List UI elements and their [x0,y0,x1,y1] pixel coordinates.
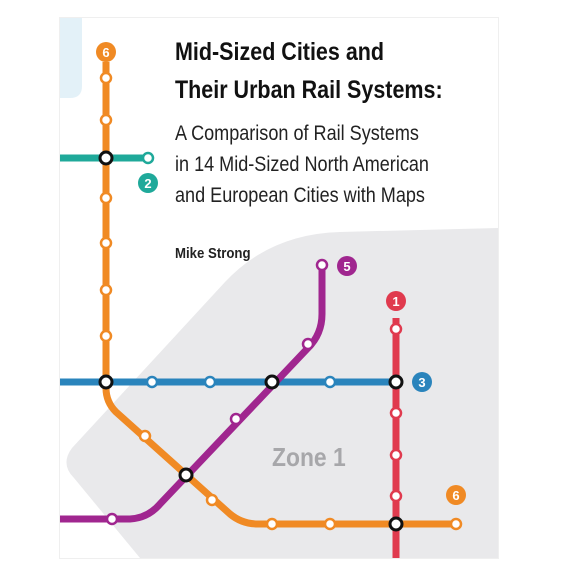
interchange-station [264,374,280,390]
title-line-2: Their Urban Rail Systems: [175,76,443,104]
station [203,375,217,389]
line-badge-5: 5 [337,256,357,276]
line-6-track [102,62,456,528]
svg-text:6: 6 [102,45,109,60]
interchange-station [388,516,404,532]
station [229,412,243,426]
station [99,71,113,85]
interchange-station [178,467,194,483]
station [389,448,403,462]
interchange-station [388,374,404,390]
line-badge-1: 1 [386,291,406,311]
svg-text:5: 5 [343,259,350,274]
book-subtitle: A Comparison of Rail Systems in 14 Mid-S… [175,118,450,211]
station [99,329,113,343]
line-5-track [60,265,326,523]
book-cover: 6 2 5 1 3 6 Mid-Sized Cities and Their U… [60,18,498,558]
station [145,375,159,389]
svg-text:2: 2 [144,176,151,191]
svg-text:3: 3 [418,375,425,390]
station [141,151,155,165]
line-badge-3: 3 [412,372,432,392]
zone-label: Zone 1 [272,442,346,472]
transit-map: 6 2 5 1 3 6 [60,18,498,558]
corner-tab [60,18,82,98]
station [205,493,219,507]
station [265,517,279,531]
station [105,512,119,526]
station [389,489,403,503]
interchange-station [98,374,114,390]
station [138,429,152,443]
svg-text:6: 6 [452,488,459,503]
station [323,517,337,531]
line-badge-6-bottom: 6 [446,485,466,505]
station [389,406,403,420]
station [315,258,329,272]
zone-1-area [66,228,498,558]
line-badge-6-top: 6 [96,42,116,62]
title-line-1: Mid-Sized Cities and [175,38,385,66]
subtitle-line-3: and European Cities with Maps [175,184,425,207]
subtitle-line-2: in 14 Mid-Sized North American [175,153,429,176]
station [389,322,403,336]
station [323,375,337,389]
book-title: Mid-Sized Cities and Their Urban Rail Sy… [175,33,450,109]
station [301,337,315,351]
station [99,191,113,205]
station [99,283,113,297]
station [99,113,113,127]
subtitle-line-1: A Comparison of Rail Systems [175,122,419,145]
author-name: Mike Strong [175,245,251,262]
station [99,236,113,250]
line-badge-2: 2 [138,173,158,193]
interchange-station [98,150,114,166]
station [449,517,463,531]
svg-text:1: 1 [392,294,399,309]
